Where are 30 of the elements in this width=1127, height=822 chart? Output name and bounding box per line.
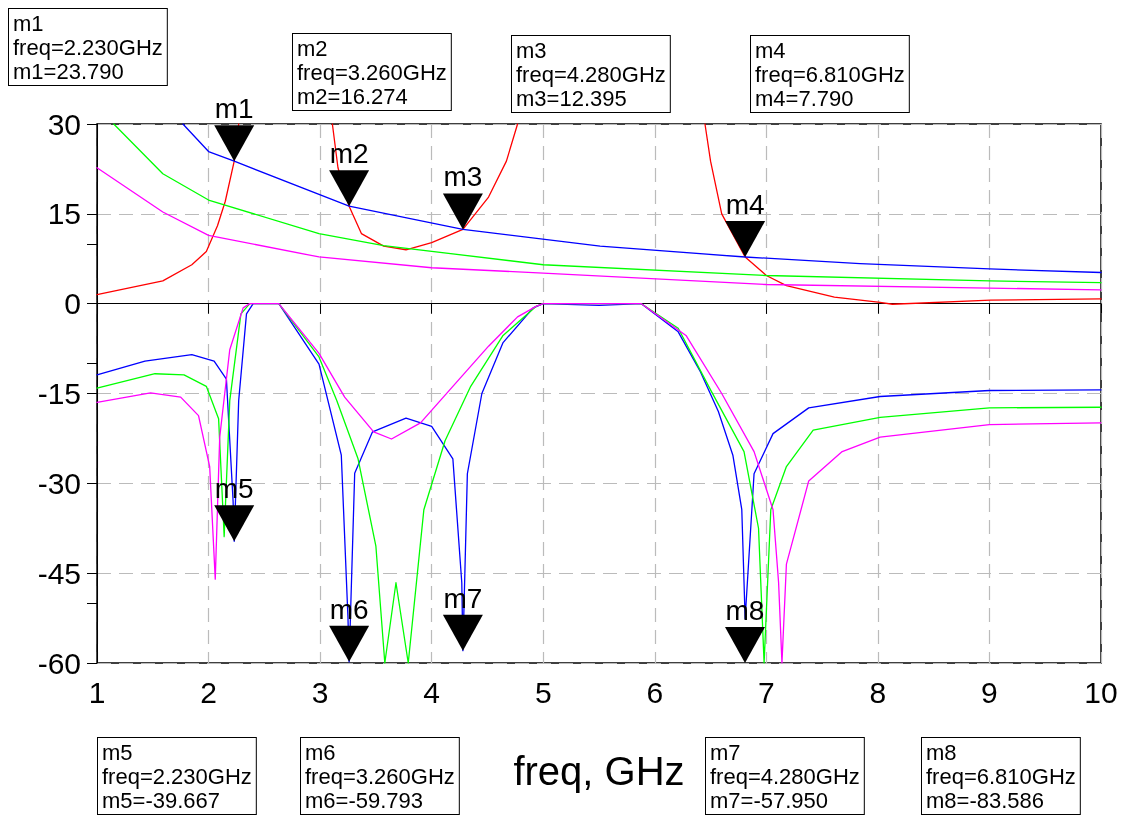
annotation: m1 (214, 93, 254, 125)
annotation: m3 (443, 161, 483, 193)
y-tick-label: -15 (37, 377, 81, 410)
x-tick-label: 1 (88, 675, 106, 709)
y-tick-label: 0 (64, 287, 81, 321)
x-tick-label: 9 (981, 675, 998, 709)
text: m4 freq=6.810GHz m4=7.790 (755, 37, 905, 111)
y-tick-label: 30 (47, 107, 81, 141)
y-tick-label: -30 (37, 466, 81, 500)
y-tick-label: 15 (47, 197, 81, 231)
text: m7 freq=4.280GHz m7=-57.950 (710, 739, 860, 813)
x-tick-label: 7 (757, 675, 775, 709)
text: m3 freq=4.280GHz m3=12.395 (516, 37, 666, 111)
y-tick-label: -60 (37, 646, 81, 680)
x-tick-label: 10 (1084, 675, 1118, 709)
y-tick-label: -45 (37, 556, 81, 590)
text: m8 freq=6.810GHz m8=-83.586 (926, 739, 1076, 813)
text: m5 freq=2.230GHz m5=-39.667 (102, 739, 252, 813)
text: m2 freq=3.260GHz m2=16.274 (297, 35, 447, 109)
x-tick-label: 2 (200, 675, 217, 709)
x-tick-label: 8 (869, 675, 887, 709)
text: m1 freq=2.230GHz m1=23.790 (13, 10, 163, 84)
x-tick-label: 6 (646, 675, 664, 709)
text: m6 freq=3.260GHz m6=-59.793 (305, 739, 455, 813)
line-series (96, 167, 1102, 291)
x-tick-label: 5 (534, 675, 552, 709)
x-tick-label: 3 (311, 675, 329, 709)
annotation: m4 (725, 189, 765, 220)
x-axis-title: freq, GHz (513, 749, 685, 793)
x-tick-label: 4 (423, 675, 441, 709)
